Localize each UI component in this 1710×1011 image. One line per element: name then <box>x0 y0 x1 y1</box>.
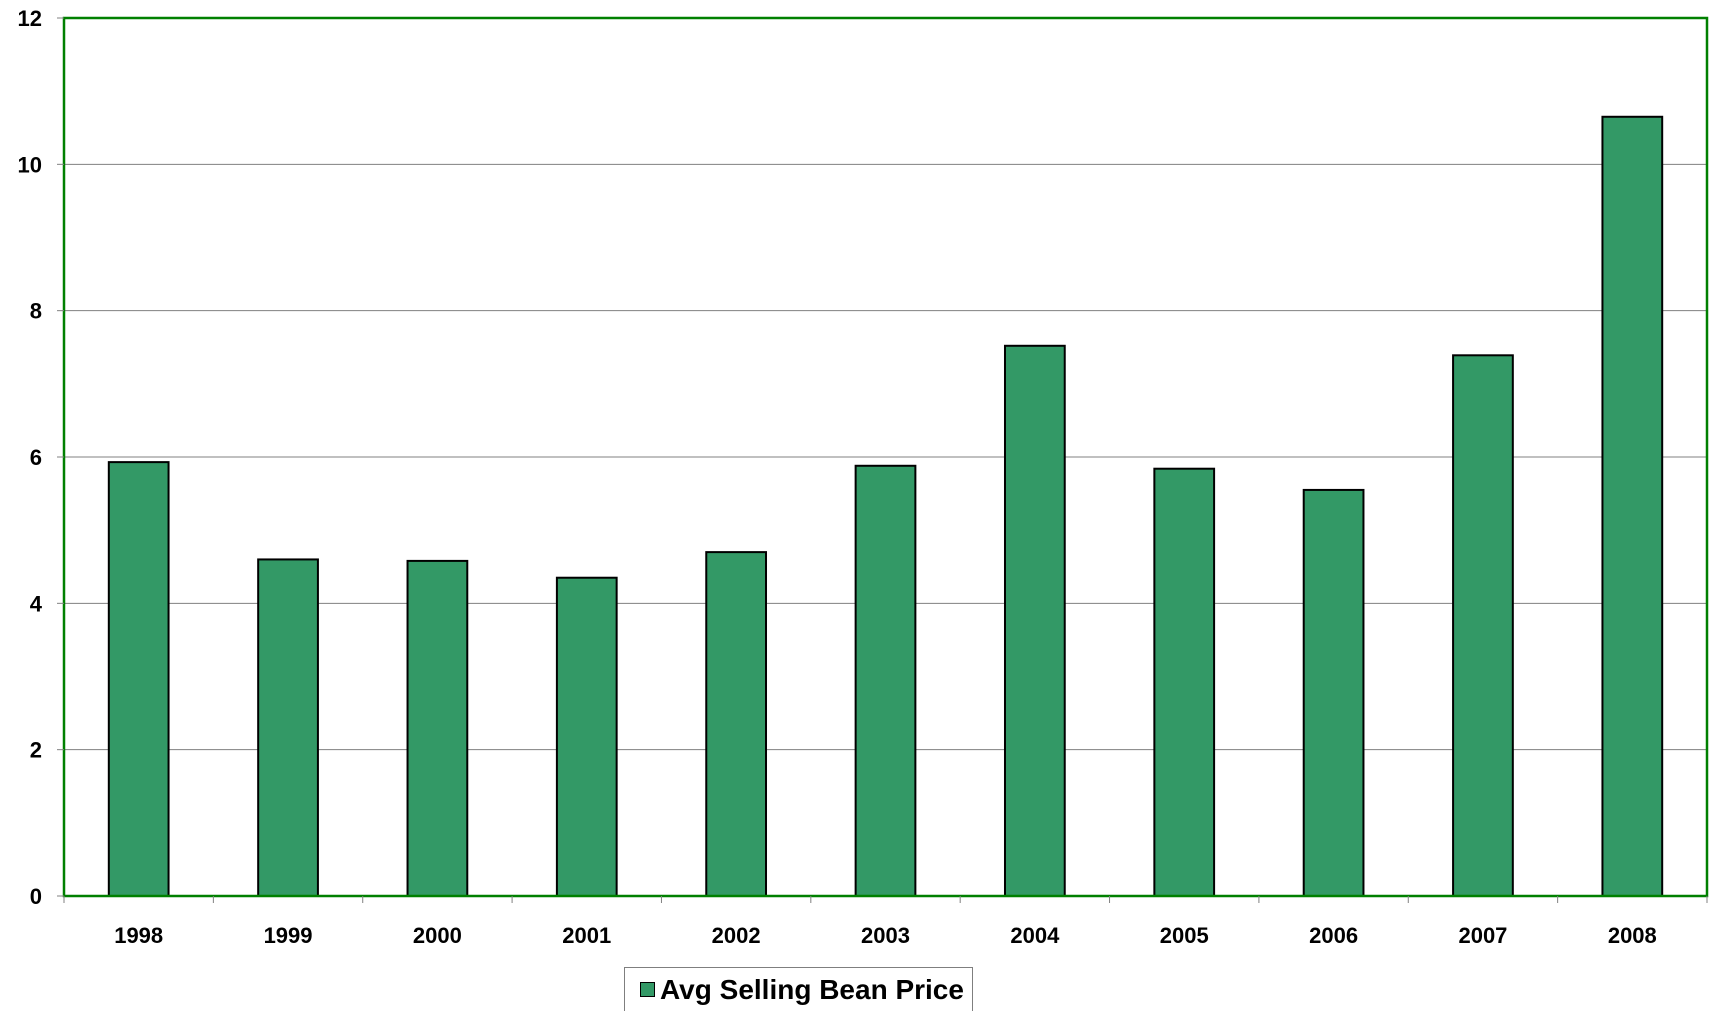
bar <box>406 559 469 897</box>
legend-label: Avg Selling Bean Price <box>660 973 964 1005</box>
bar <box>1302 488 1365 897</box>
x-tick-label: 2008 <box>1608 923 1657 948</box>
x-tick-label: 2003 <box>861 923 910 948</box>
y-axis-tick-labels: 0 2 4 6 8 10 12 <box>18 6 43 909</box>
x-tick-label: 2007 <box>1458 923 1507 948</box>
x-tick-label: 2004 <box>1010 923 1060 948</box>
y-tick-label: 4 <box>30 591 43 616</box>
legend: Avg Selling Bean Price <box>624 967 973 1011</box>
x-tick-label: 2005 <box>1160 923 1209 948</box>
bar <box>1452 354 1514 897</box>
bar <box>1153 467 1216 897</box>
y-tick-label: 6 <box>30 445 42 470</box>
bar <box>257 558 319 898</box>
bar <box>107 461 170 897</box>
y-tick-label: 10 <box>18 152 42 177</box>
x-tick-label: 2000 <box>413 923 462 948</box>
legend-swatch <box>640 982 655 997</box>
bar <box>555 576 618 897</box>
bars <box>107 115 1664 898</box>
bar <box>1601 115 1664 897</box>
y-tick-label: 0 <box>30 884 42 909</box>
x-axis-tick-labels: 1998 1999 2000 2001 2002 2003 2004 2005 2006 2007… <box>114 923 1657 948</box>
x-tick-label: 2001 <box>562 923 611 948</box>
x-tick-label: 1999 <box>264 923 313 948</box>
x-tick-label: 2006 <box>1309 923 1358 948</box>
bar <box>854 464 917 897</box>
bar <box>1003 344 1066 897</box>
y-tick-label: 8 <box>30 299 42 324</box>
y-tick-label: 2 <box>30 738 42 763</box>
gridlines <box>64 163 1707 751</box>
x-tick-label: 1998 <box>114 923 163 948</box>
y-tick-label: 12 <box>18 6 42 31</box>
x-tick-label: 2002 <box>712 923 761 948</box>
x-axis-ticks <box>57 17 1708 903</box>
bar <box>705 551 768 897</box>
